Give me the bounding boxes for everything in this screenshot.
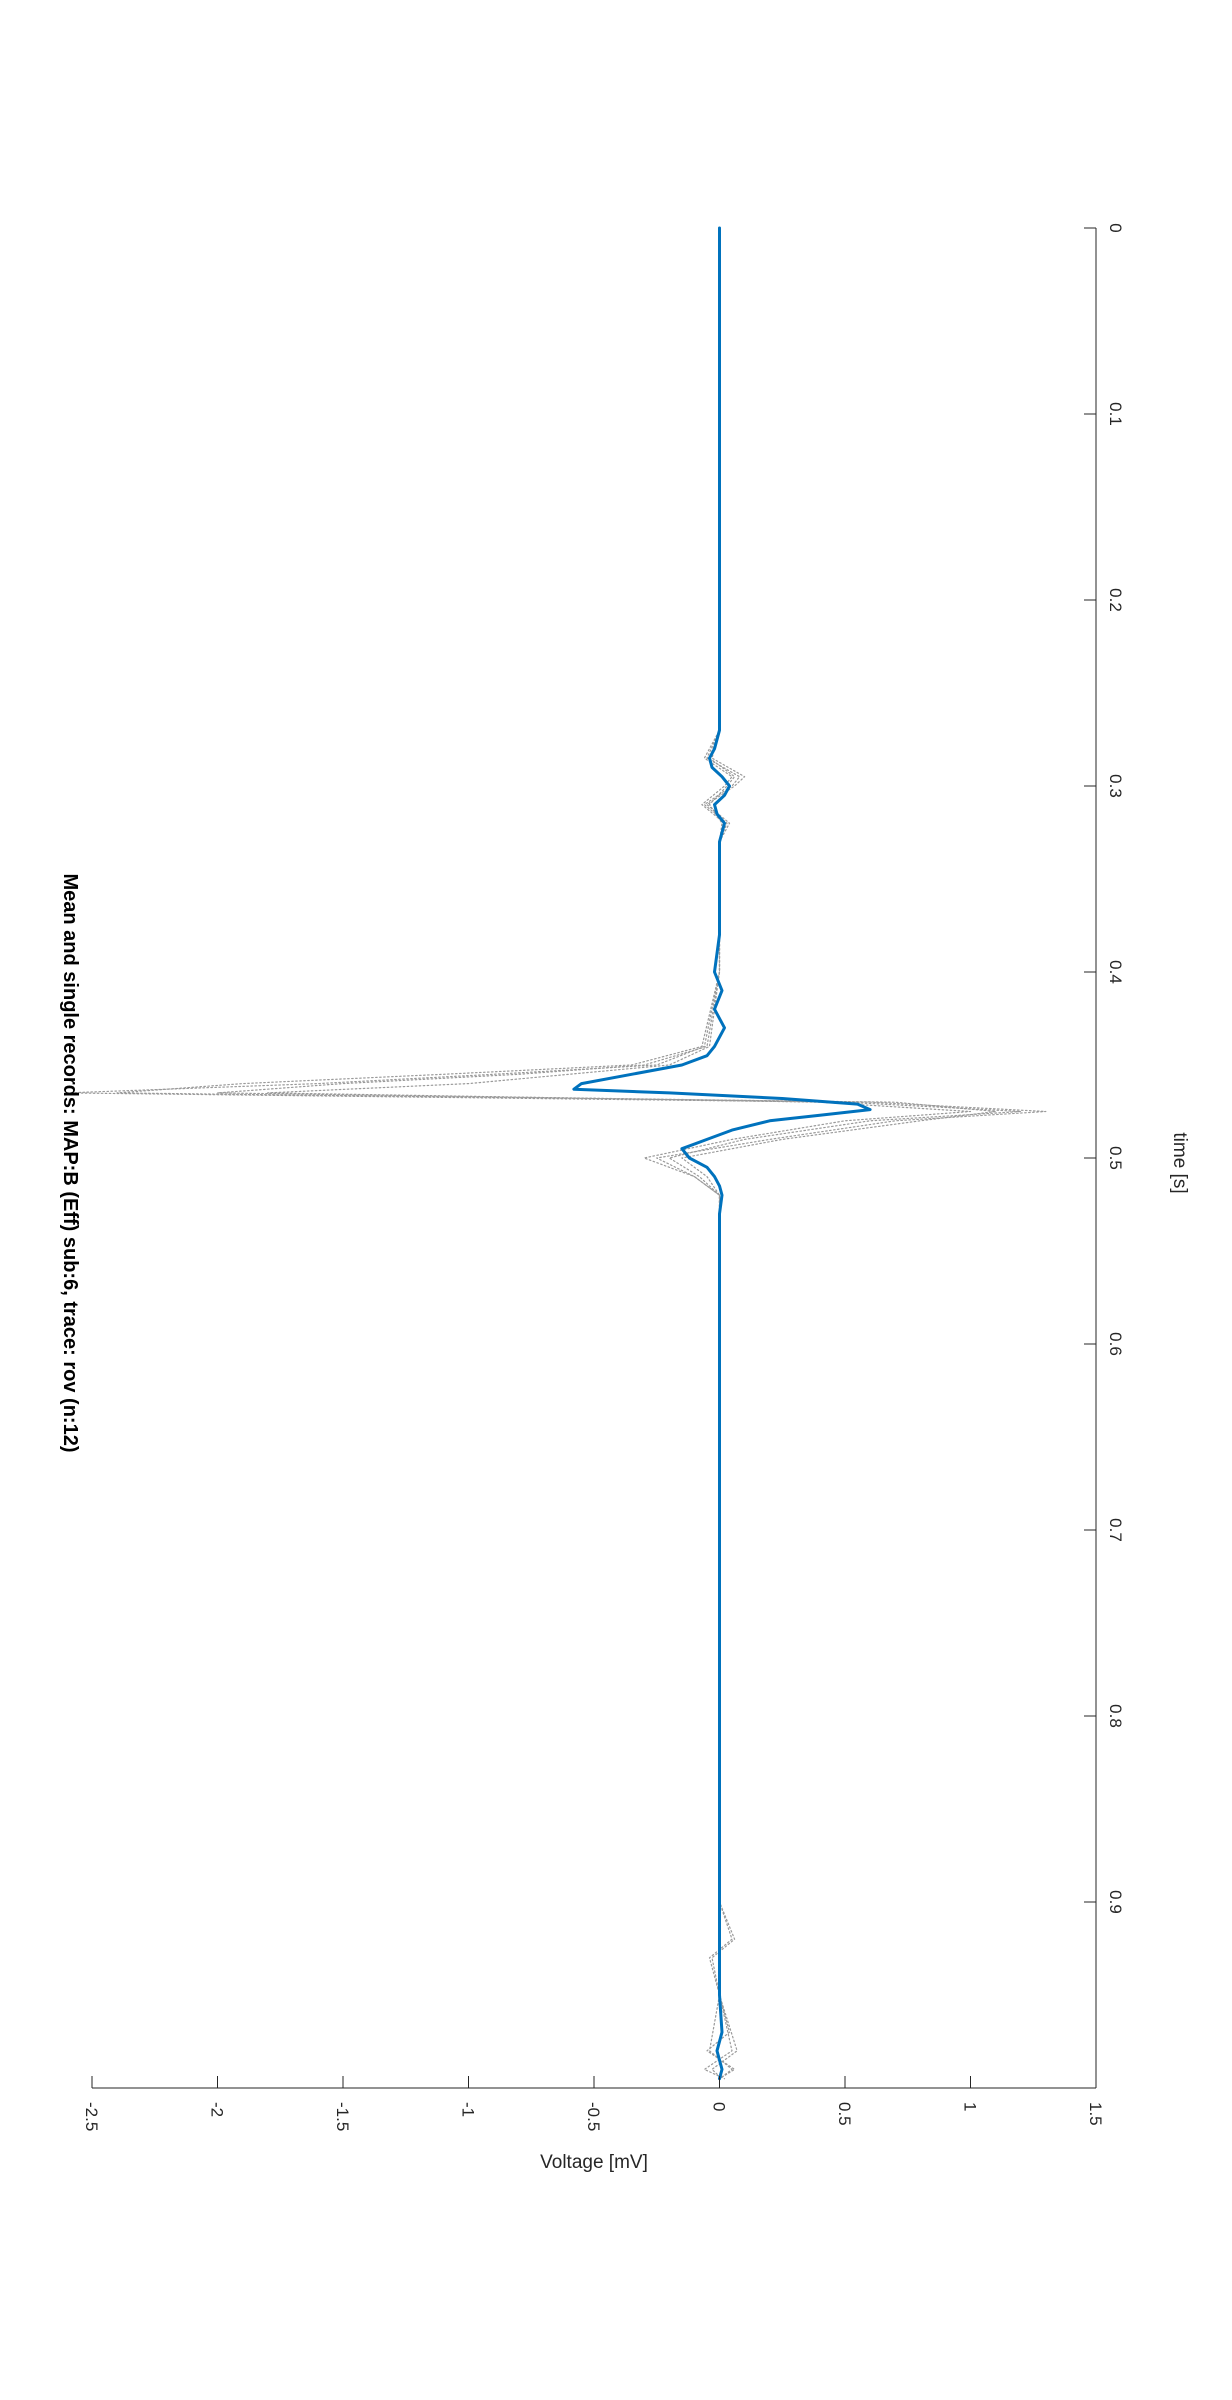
y-tick-label: -0.5 <box>584 2102 603 2131</box>
rotated-plot: 0 0.1 0.2 0.3 0.4 0.5 0.6 0.7 0.8 0.9 1.5 1 0.5 0 -0.… <box>59 223 1190 2173</box>
x-tick-label: 0.3 <box>1106 774 1125 798</box>
y-axis-label: Voltage [mV] <box>540 2152 648 2173</box>
series-group <box>66 226 1047 2081</box>
x-tick-label: 0.7 <box>1106 1518 1125 1542</box>
chart-title: Mean and single records: MAP:B (Eff) sub… <box>59 874 81 1453</box>
y-tick-label: 1.5 <box>1086 2102 1105 2126</box>
x-axis-label: time [s] <box>1169 1132 1190 1193</box>
y-tick-label: 0.5 <box>835 2102 854 2126</box>
y-tick-label: -2 <box>208 2102 227 2117</box>
x-tick-label: 0.2 <box>1106 588 1125 612</box>
x-tick-label: 0.9 <box>1106 1890 1125 1914</box>
x-ticks: 0 0.1 0.2 0.3 0.4 0.5 0.6 0.7 0.8 0.9 <box>1084 223 1125 1914</box>
x-tick-label: 0.1 <box>1106 402 1125 426</box>
y-tick-label: 1 <box>961 2102 980 2111</box>
y-tick-label: -1.5 <box>333 2102 352 2131</box>
x-tick-label: 0.6 <box>1106 1332 1125 1356</box>
single-record-line-1 <box>216 227 1047 2080</box>
x-tick-label: 0.8 <box>1106 1704 1125 1728</box>
y-ticks: 1.5 1 0.5 0 -0.5 -1 -1.5 -2 -2.5 <box>82 2076 1105 2131</box>
y-tick-label: -2.5 <box>82 2102 101 2131</box>
x-tick-label: 0.4 <box>1106 960 1125 984</box>
single-record-line-4 <box>116 227 997 2080</box>
x-tick-label: 0 <box>1106 223 1125 232</box>
y-tick-label: -1 <box>459 2102 478 2117</box>
y-tick-label: 0 <box>710 2102 729 2111</box>
plot-area <box>92 228 1096 2088</box>
mean-trace-line <box>572 226 872 2081</box>
x-tick-label: 0.5 <box>1106 1146 1125 1170</box>
